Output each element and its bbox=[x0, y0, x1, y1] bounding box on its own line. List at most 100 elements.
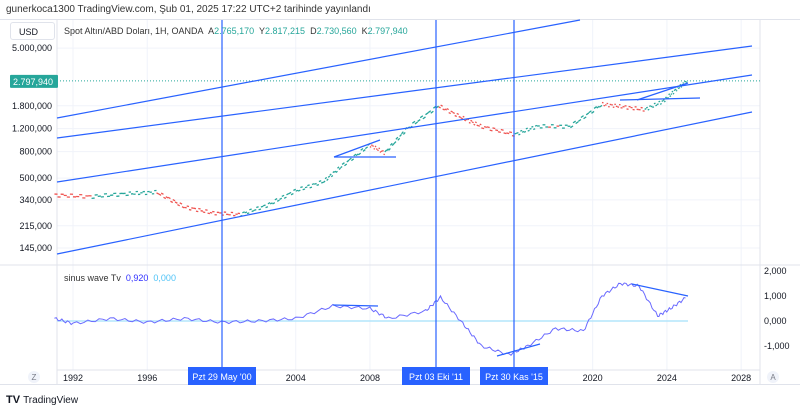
time-tick-label: 2008 bbox=[360, 373, 380, 383]
price-candle bbox=[658, 100, 661, 103]
price-tick-label: 340,000 bbox=[19, 195, 52, 205]
price-candle bbox=[163, 196, 167, 200]
tv-logo-icon: TV bbox=[6, 394, 21, 406]
time-marker-label: Pzt 29 May '00 bbox=[192, 372, 251, 382]
price-candle bbox=[570, 125, 574, 129]
price-candle bbox=[483, 126, 488, 128]
price-candle bbox=[267, 202, 271, 205]
price-candle bbox=[177, 203, 181, 207]
price-candle bbox=[158, 193, 162, 196]
price-candle bbox=[577, 118, 582, 122]
price-candle bbox=[462, 115, 465, 118]
currency-button[interactable]: USD bbox=[10, 22, 55, 40]
price-candle bbox=[425, 112, 429, 116]
price-candle bbox=[290, 192, 294, 196]
indicator-line bbox=[54, 282, 686, 356]
price-tick-label: 500,000 bbox=[19, 173, 52, 183]
price-candle bbox=[295, 189, 299, 192]
time-tick-label: 2020 bbox=[583, 373, 603, 383]
price-candle bbox=[486, 126, 490, 129]
price-candle bbox=[288, 191, 292, 195]
price-candle bbox=[341, 162, 345, 165]
price-candle bbox=[258, 208, 262, 211]
price-candle bbox=[514, 132, 517, 135]
price-candle bbox=[659, 102, 662, 105]
price-candle bbox=[300, 186, 303, 189]
price-candle bbox=[458, 115, 462, 119]
trend-channel-line bbox=[56, 111, 753, 255]
indicator-legend[interactable]: sinus wave Tv 0,920 0,000 bbox=[64, 273, 176, 283]
auto-scale-z-button bbox=[28, 371, 40, 383]
close-value: 2.797,940 bbox=[367, 26, 408, 36]
price-candle bbox=[338, 167, 341, 170]
price-candle bbox=[672, 92, 675, 95]
price-candle bbox=[388, 147, 391, 151]
price-candle bbox=[316, 184, 320, 187]
price-candle bbox=[500, 128, 504, 131]
price-candle bbox=[430, 110, 434, 114]
price-candle bbox=[263, 204, 266, 207]
price-candle bbox=[335, 170, 338, 174]
price-candle bbox=[391, 143, 395, 147]
price-candle bbox=[664, 96, 667, 99]
price-candle bbox=[165, 196, 169, 199]
price-candle bbox=[684, 80, 686, 83]
price-candle bbox=[377, 149, 379, 152]
price-candle bbox=[456, 112, 460, 116]
last-price-label: 2.797,940 bbox=[13, 77, 53, 87]
price-candle bbox=[279, 197, 283, 200]
price-candle bbox=[332, 170, 335, 174]
price-candle bbox=[244, 211, 248, 214]
tradingview-logo[interactable]: TV TradingView bbox=[6, 394, 79, 406]
last-price-tag bbox=[10, 74, 58, 88]
price-candle bbox=[442, 108, 445, 111]
price-candle bbox=[167, 196, 171, 200]
price-candle bbox=[382, 149, 384, 152]
price-candle bbox=[329, 173, 332, 176]
price-candle bbox=[337, 166, 340, 169]
price-candle bbox=[311, 183, 315, 186]
price-candle bbox=[302, 188, 306, 191]
price-candle bbox=[527, 129, 530, 132]
price-candle bbox=[525, 127, 528, 130]
price-candle bbox=[477, 124, 481, 127]
price-candle bbox=[281, 194, 285, 198]
price-candle bbox=[256, 206, 259, 209]
price-candle bbox=[450, 110, 454, 113]
price-candle bbox=[253, 209, 257, 212]
price-candle bbox=[276, 199, 280, 202]
time-tick-label: 2024 bbox=[657, 373, 677, 383]
price-candle bbox=[283, 196, 287, 199]
trend-line bbox=[636, 82, 689, 101]
price-candle bbox=[333, 170, 337, 173]
price-candle bbox=[411, 120, 416, 124]
price-candle bbox=[668, 93, 671, 96]
price-candle bbox=[598, 104, 603, 108]
price-candle bbox=[649, 105, 652, 107]
price-candle bbox=[326, 178, 329, 181]
price-candle bbox=[464, 119, 467, 122]
indicator-tick-label: 1,000 bbox=[764, 291, 787, 301]
price-candle bbox=[360, 147, 364, 151]
scale-a-label: A bbox=[770, 373, 776, 382]
price-candle bbox=[370, 144, 373, 147]
price-candle bbox=[272, 202, 276, 205]
trend-channel-line bbox=[56, 45, 753, 139]
price-candle bbox=[489, 129, 493, 132]
price-candle bbox=[591, 110, 595, 114]
price-candle bbox=[179, 202, 183, 205]
price-candle bbox=[242, 211, 245, 214]
price-candle bbox=[685, 80, 687, 83]
price-candle bbox=[357, 152, 362, 156]
price-candle bbox=[446, 107, 449, 111]
price-candle bbox=[670, 93, 673, 96]
chart-frame bbox=[0, 19, 800, 385]
price-candle bbox=[653, 102, 656, 105]
price-candle bbox=[509, 131, 513, 134]
price-candle bbox=[309, 186, 313, 189]
trend-line bbox=[631, 283, 689, 297]
price-candle bbox=[386, 148, 389, 152]
price-candle bbox=[379, 151, 382, 153]
price-candle bbox=[444, 108, 447, 111]
